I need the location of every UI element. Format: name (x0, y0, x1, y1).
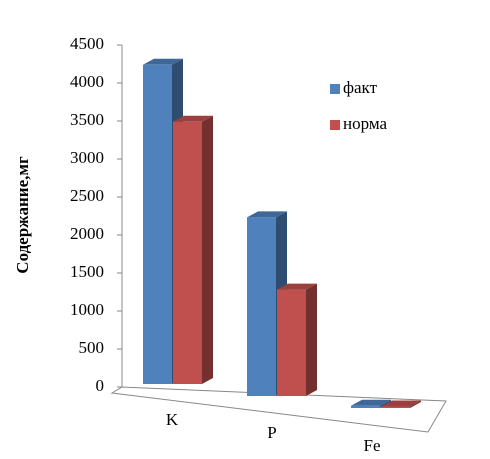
y-tick-label: 1000 (70, 300, 104, 319)
bar-side (306, 283, 317, 396)
bar (381, 406, 410, 408)
bar-top (247, 211, 287, 218)
legend-swatch (330, 84, 340, 94)
bar (173, 121, 202, 385)
bar-top (277, 283, 317, 290)
bar-side (202, 115, 213, 385)
bar-group (277, 283, 317, 396)
x-tick-label: Fe (364, 436, 381, 455)
y-tick-label: 2500 (70, 186, 104, 205)
bar-side (410, 400, 421, 408)
bar-top (381, 400, 421, 407)
y-tick-label: 3000 (70, 148, 104, 167)
bar-top (351, 399, 391, 406)
y-tick-label: 4000 (70, 72, 104, 91)
bar (277, 289, 306, 396)
y-tick-label: 2000 (70, 224, 104, 243)
bar-top (173, 115, 213, 122)
y-tick-label: 1500 (70, 262, 104, 281)
bar (351, 405, 380, 408)
bar-group (173, 115, 213, 385)
bar (143, 64, 172, 385)
bar-top (143, 58, 183, 65)
y-tick-label: 3500 (70, 110, 104, 129)
bar (247, 217, 276, 396)
y-tick-label: 0 (96, 376, 105, 395)
legend-label: норма (343, 114, 387, 133)
y-tick-label: 500 (79, 338, 105, 357)
legend-label: факт (343, 78, 378, 97)
legend-swatch (330, 120, 340, 130)
x-tick-label: K (166, 410, 179, 429)
bar-group (381, 400, 421, 408)
x-tick-label: P (267, 423, 276, 442)
y-axis-title: Содержание,мг (13, 156, 32, 274)
y-tick-label: 4500 (70, 34, 104, 53)
floor (110, 386, 447, 433)
